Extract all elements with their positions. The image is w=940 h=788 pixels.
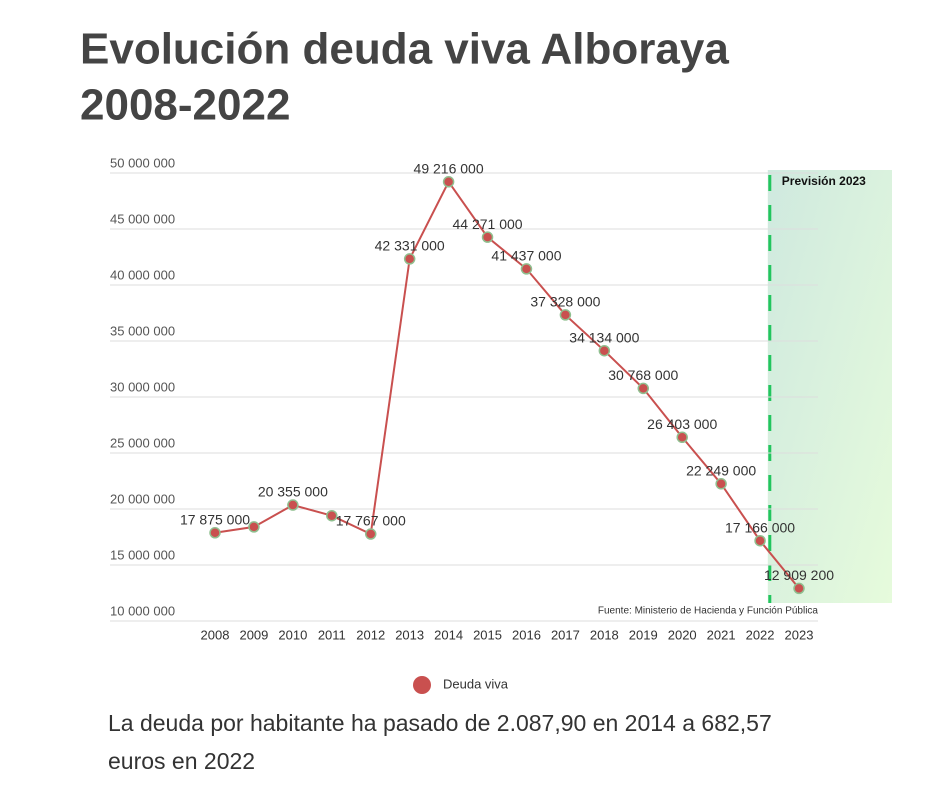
- x-tick-label: 2016: [512, 627, 541, 642]
- y-tick-label: 15 000 000: [110, 547, 175, 562]
- x-tick-label: 2022: [746, 627, 775, 642]
- x-tick-label: 2023: [785, 627, 814, 642]
- legend-marker: [413, 676, 431, 694]
- data-point: [403, 253, 416, 265]
- data-point: [715, 478, 727, 490]
- data-label: 34 134 000: [569, 329, 639, 345]
- data-point: [287, 499, 299, 511]
- data-label: 17 767 000: [336, 513, 406, 529]
- data-label: 49 216 000: [414, 160, 484, 176]
- x-tick-label: 2008: [201, 627, 230, 642]
- data-label: 22 249 000: [686, 463, 756, 479]
- x-tick-label: 2009: [239, 627, 268, 642]
- y-tick-label: 30 000 000: [110, 379, 175, 394]
- subtitle: euros en 2022: [108, 748, 255, 774]
- y-tick-label: 10 000 000: [110, 603, 175, 618]
- x-tick-label: 2012: [356, 627, 385, 642]
- data-label: 20 355 000: [258, 484, 328, 500]
- data-label: 37 328 000: [530, 294, 600, 310]
- x-tick-label: 2019: [629, 627, 658, 642]
- data-label: 26 403 000: [647, 416, 717, 432]
- chart-title: Evolución deuda viva Alboraya: [80, 25, 729, 74]
- data-label: 42 331 000: [375, 238, 445, 254]
- forecast-label: Previsión 2023: [782, 174, 866, 188]
- data-point: [364, 528, 377, 540]
- data-point: [637, 382, 650, 395]
- data-point: [481, 231, 494, 243]
- x-tick-label: 2017: [551, 627, 580, 642]
- legend-label: Deuda viva: [443, 676, 509, 691]
- x-tick-label: 2020: [668, 627, 697, 642]
- data-label: 41 437 000: [491, 248, 561, 264]
- y-tick-label: 25 000 000: [110, 435, 175, 450]
- data-point: [209, 527, 221, 539]
- data-line: [214, 179, 800, 590]
- data-point: [248, 521, 260, 533]
- data-point: [598, 344, 611, 357]
- x-tick-label: 2015: [473, 627, 502, 642]
- chart-title: 2008-2022: [80, 81, 290, 130]
- x-tick-label: 2011: [318, 627, 346, 642]
- x-tick-label: 2010: [278, 627, 307, 642]
- y-tick-label: 50 000 000: [110, 155, 175, 170]
- y-tick-label: 40 000 000: [110, 267, 175, 282]
- source-note: Fuente: Ministerio de Hacienda y Función…: [598, 606, 819, 617]
- y-tick-label: 35 000 000: [110, 323, 175, 338]
- x-tick-label: 2018: [590, 627, 619, 642]
- data-point: [326, 509, 338, 522]
- data-label: 44 271 000: [452, 216, 522, 232]
- x-tick-label: 2014: [434, 627, 463, 642]
- forecast-region: [767, 170, 892, 603]
- data-point: [754, 534, 766, 547]
- data-label: 17 875 000: [180, 512, 250, 528]
- y-tick-label: 45 000 000: [110, 211, 175, 226]
- y-tick-label: 20 000 000: [110, 491, 175, 506]
- data-point: [559, 309, 572, 321]
- x-tick-label: 2013: [395, 627, 424, 642]
- data-point: [793, 582, 805, 595]
- data-point: [520, 263, 533, 275]
- x-tick-label: 2021: [707, 627, 736, 642]
- data-label: 17 166 000: [725, 519, 795, 535]
- data-point: [442, 176, 455, 188]
- data-point: [676, 431, 688, 444]
- subtitle: La deuda por habitante ha pasado de 2.08…: [108, 710, 772, 736]
- data-label: 30 768 000: [608, 367, 678, 383]
- data-label: 12 909 200: [764, 567, 834, 583]
